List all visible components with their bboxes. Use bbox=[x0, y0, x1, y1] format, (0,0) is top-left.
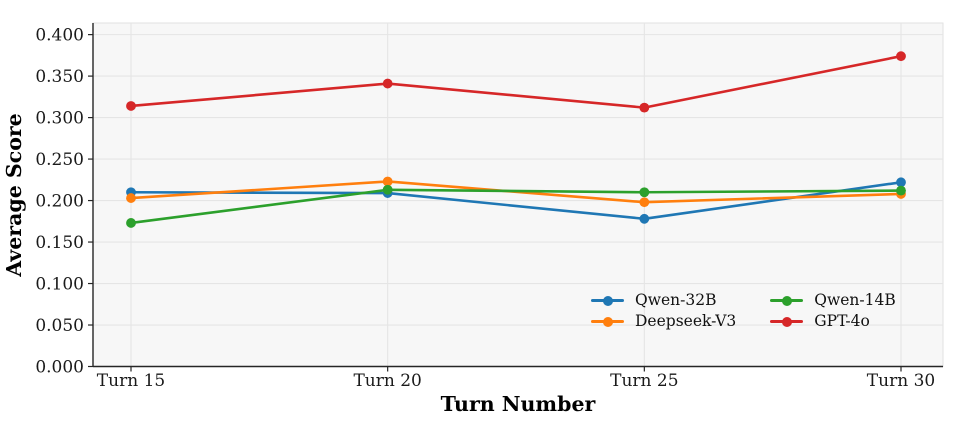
y-tick-label: 0.350 bbox=[35, 67, 84, 87]
y-tick-label: 0.200 bbox=[35, 191, 84, 211]
marker-qwen-14b-1 bbox=[382, 184, 393, 195]
legend-line-marker-icon bbox=[591, 316, 624, 327]
y-tick-label: 0.400 bbox=[35, 25, 84, 45]
x-axis-label: Turn Number bbox=[441, 392, 597, 416]
y-tick-label: 0.150 bbox=[35, 233, 84, 253]
marker-qwen-14b-3 bbox=[896, 185, 906, 196]
legend-line-marker-icon bbox=[770, 316, 804, 327]
y-tick-label: 0.300 bbox=[35, 108, 84, 128]
legend-label: Deepseek-V3 bbox=[635, 311, 737, 330]
series-line-qwen-32b bbox=[129, 181, 903, 221]
marker-qwen-14b-2 bbox=[639, 187, 650, 198]
marker-gpt-4o-0 bbox=[126, 101, 136, 111]
series-lines bbox=[126, 51, 906, 228]
legend-label: Qwen-32B bbox=[635, 290, 717, 309]
y-tick-label: 0.050 bbox=[35, 316, 84, 336]
x-tick-label: Turn 20 bbox=[353, 371, 421, 391]
x-tick-labels: Turn 15 Turn 20 Turn 25 Turn 30 bbox=[97, 371, 935, 391]
marker-deepseek-v3-1 bbox=[382, 176, 393, 187]
x-tick-label: Turn 15 bbox=[97, 371, 165, 391]
marker-qwen-14b-0 bbox=[126, 218, 136, 228]
legend-item-qwen-32b: Qwen-32B bbox=[591, 290, 736, 311]
y-tick-labels: 0.000 0.050 0.100 0.150 0.200 0.250 0.300 0.350… bbox=[35, 25, 84, 377]
legend-item-gpt-4o: GPT-4o bbox=[770, 311, 895, 332]
legend: Qwen-32B Deepseek-V3 Qwen-14B GPT-4o bbox=[591, 290, 896, 332]
y-axis-label: Average Score bbox=[2, 113, 26, 277]
axis-ticks bbox=[88, 34, 902, 372]
legend-line-marker-icon bbox=[770, 295, 804, 306]
legend-item-deepseek-v3: Deepseek-V3 bbox=[591, 311, 736, 332]
x-tick-label: Turn 25 bbox=[610, 371, 678, 391]
marker-gpt-4o-1 bbox=[382, 78, 393, 89]
marker-qwen-32b-3 bbox=[896, 177, 906, 188]
legend-dot-icon bbox=[781, 316, 792, 327]
plot-area bbox=[92, 22, 944, 367]
legend-dot-icon bbox=[602, 295, 613, 306]
marker-deepseek-v3-2 bbox=[639, 197, 650, 208]
marker-qwen-32b-2 bbox=[639, 213, 650, 224]
legend-dot-icon bbox=[781, 295, 792, 306]
series-line-qwen-14b bbox=[129, 188, 903, 225]
y-tick-label: 0.000 bbox=[35, 357, 84, 377]
y-tick-label: 0.250 bbox=[35, 150, 84, 170]
legend-label: GPT-4o bbox=[814, 311, 870, 330]
series-line-gpt-4o bbox=[129, 54, 903, 109]
legend-line-marker-icon bbox=[591, 295, 624, 306]
marker-deepseek-v3-0 bbox=[126, 193, 136, 203]
legend-item-qwen-14b: Qwen-14B bbox=[770, 290, 896, 311]
axis-spines bbox=[92, 23, 943, 368]
legend-label: Qwen-14B bbox=[814, 290, 896, 309]
y-tick-label: 0.100 bbox=[35, 274, 84, 294]
marker-gpt-4o-3 bbox=[896, 51, 906, 62]
x-tick-label: Turn 30 bbox=[867, 371, 935, 391]
marker-gpt-4o-2 bbox=[639, 102, 650, 113]
legend-dot-icon bbox=[602, 316, 613, 327]
